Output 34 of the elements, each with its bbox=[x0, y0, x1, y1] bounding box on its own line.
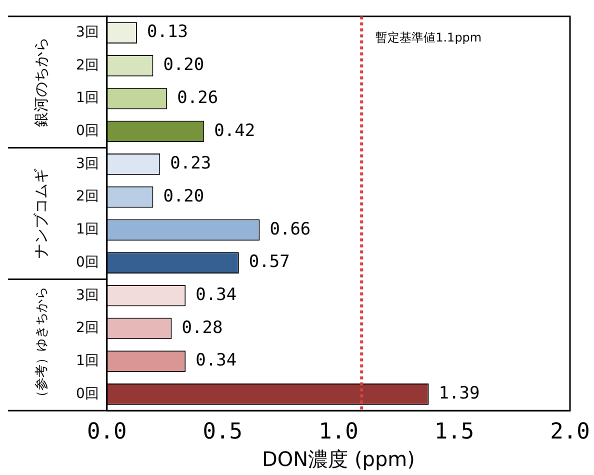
data-label: 0.57 bbox=[248, 252, 290, 272]
x-tick-label: 1.0 bbox=[318, 420, 358, 445]
text: （参考）ゆきちから bbox=[34, 286, 50, 404]
x-tick-label: 0.0 bbox=[87, 420, 127, 445]
y-tick-label: 3回 bbox=[76, 287, 99, 304]
data-label: 0.20 bbox=[163, 55, 204, 76]
data-label: 0.13 bbox=[147, 22, 188, 42]
text: ナンブコムギ bbox=[32, 168, 50, 258]
text: 銀河のちから bbox=[32, 37, 50, 128]
x-axis-title: DON濃度 (ppm) bbox=[262, 447, 415, 472]
y-tick-label: 3回 bbox=[76, 156, 99, 172]
data-label: 0.28 bbox=[182, 318, 223, 338]
y-tick-label: 2回 bbox=[76, 320, 99, 336]
data-label: 0.26 bbox=[177, 88, 218, 108]
ref-line-label: 暫定基準値1.1ppm bbox=[376, 30, 482, 45]
data-label: 0.34 bbox=[196, 285, 237, 306]
y-tick-label: 2回 bbox=[76, 57, 99, 74]
data-label: 0.23 bbox=[170, 154, 212, 174]
data-label: 0.20 bbox=[163, 186, 204, 206]
data-label: 0.42 bbox=[214, 120, 256, 141]
data-label: 0.34 bbox=[196, 350, 237, 371]
x-tick-label: 2.0 bbox=[550, 420, 590, 445]
y-tick-label: 3回 bbox=[76, 24, 99, 40]
data-label: 1.39 bbox=[438, 384, 480, 404]
y-tick-label: 2回 bbox=[76, 188, 99, 205]
y-tick-label: 1回 bbox=[76, 90, 99, 106]
y-tick-label: 0回 bbox=[76, 123, 99, 140]
y-tick-label: 1回 bbox=[76, 352, 99, 369]
y-tick-label: 0回 bbox=[76, 254, 99, 270]
x-tick-label: 1.5 bbox=[434, 420, 474, 445]
data-label: 0.66 bbox=[270, 219, 311, 240]
y-tick-label: 1回 bbox=[76, 222, 99, 238]
x-tick-label: 0.5 bbox=[202, 420, 243, 445]
y-tick-label: 0回 bbox=[76, 386, 99, 402]
